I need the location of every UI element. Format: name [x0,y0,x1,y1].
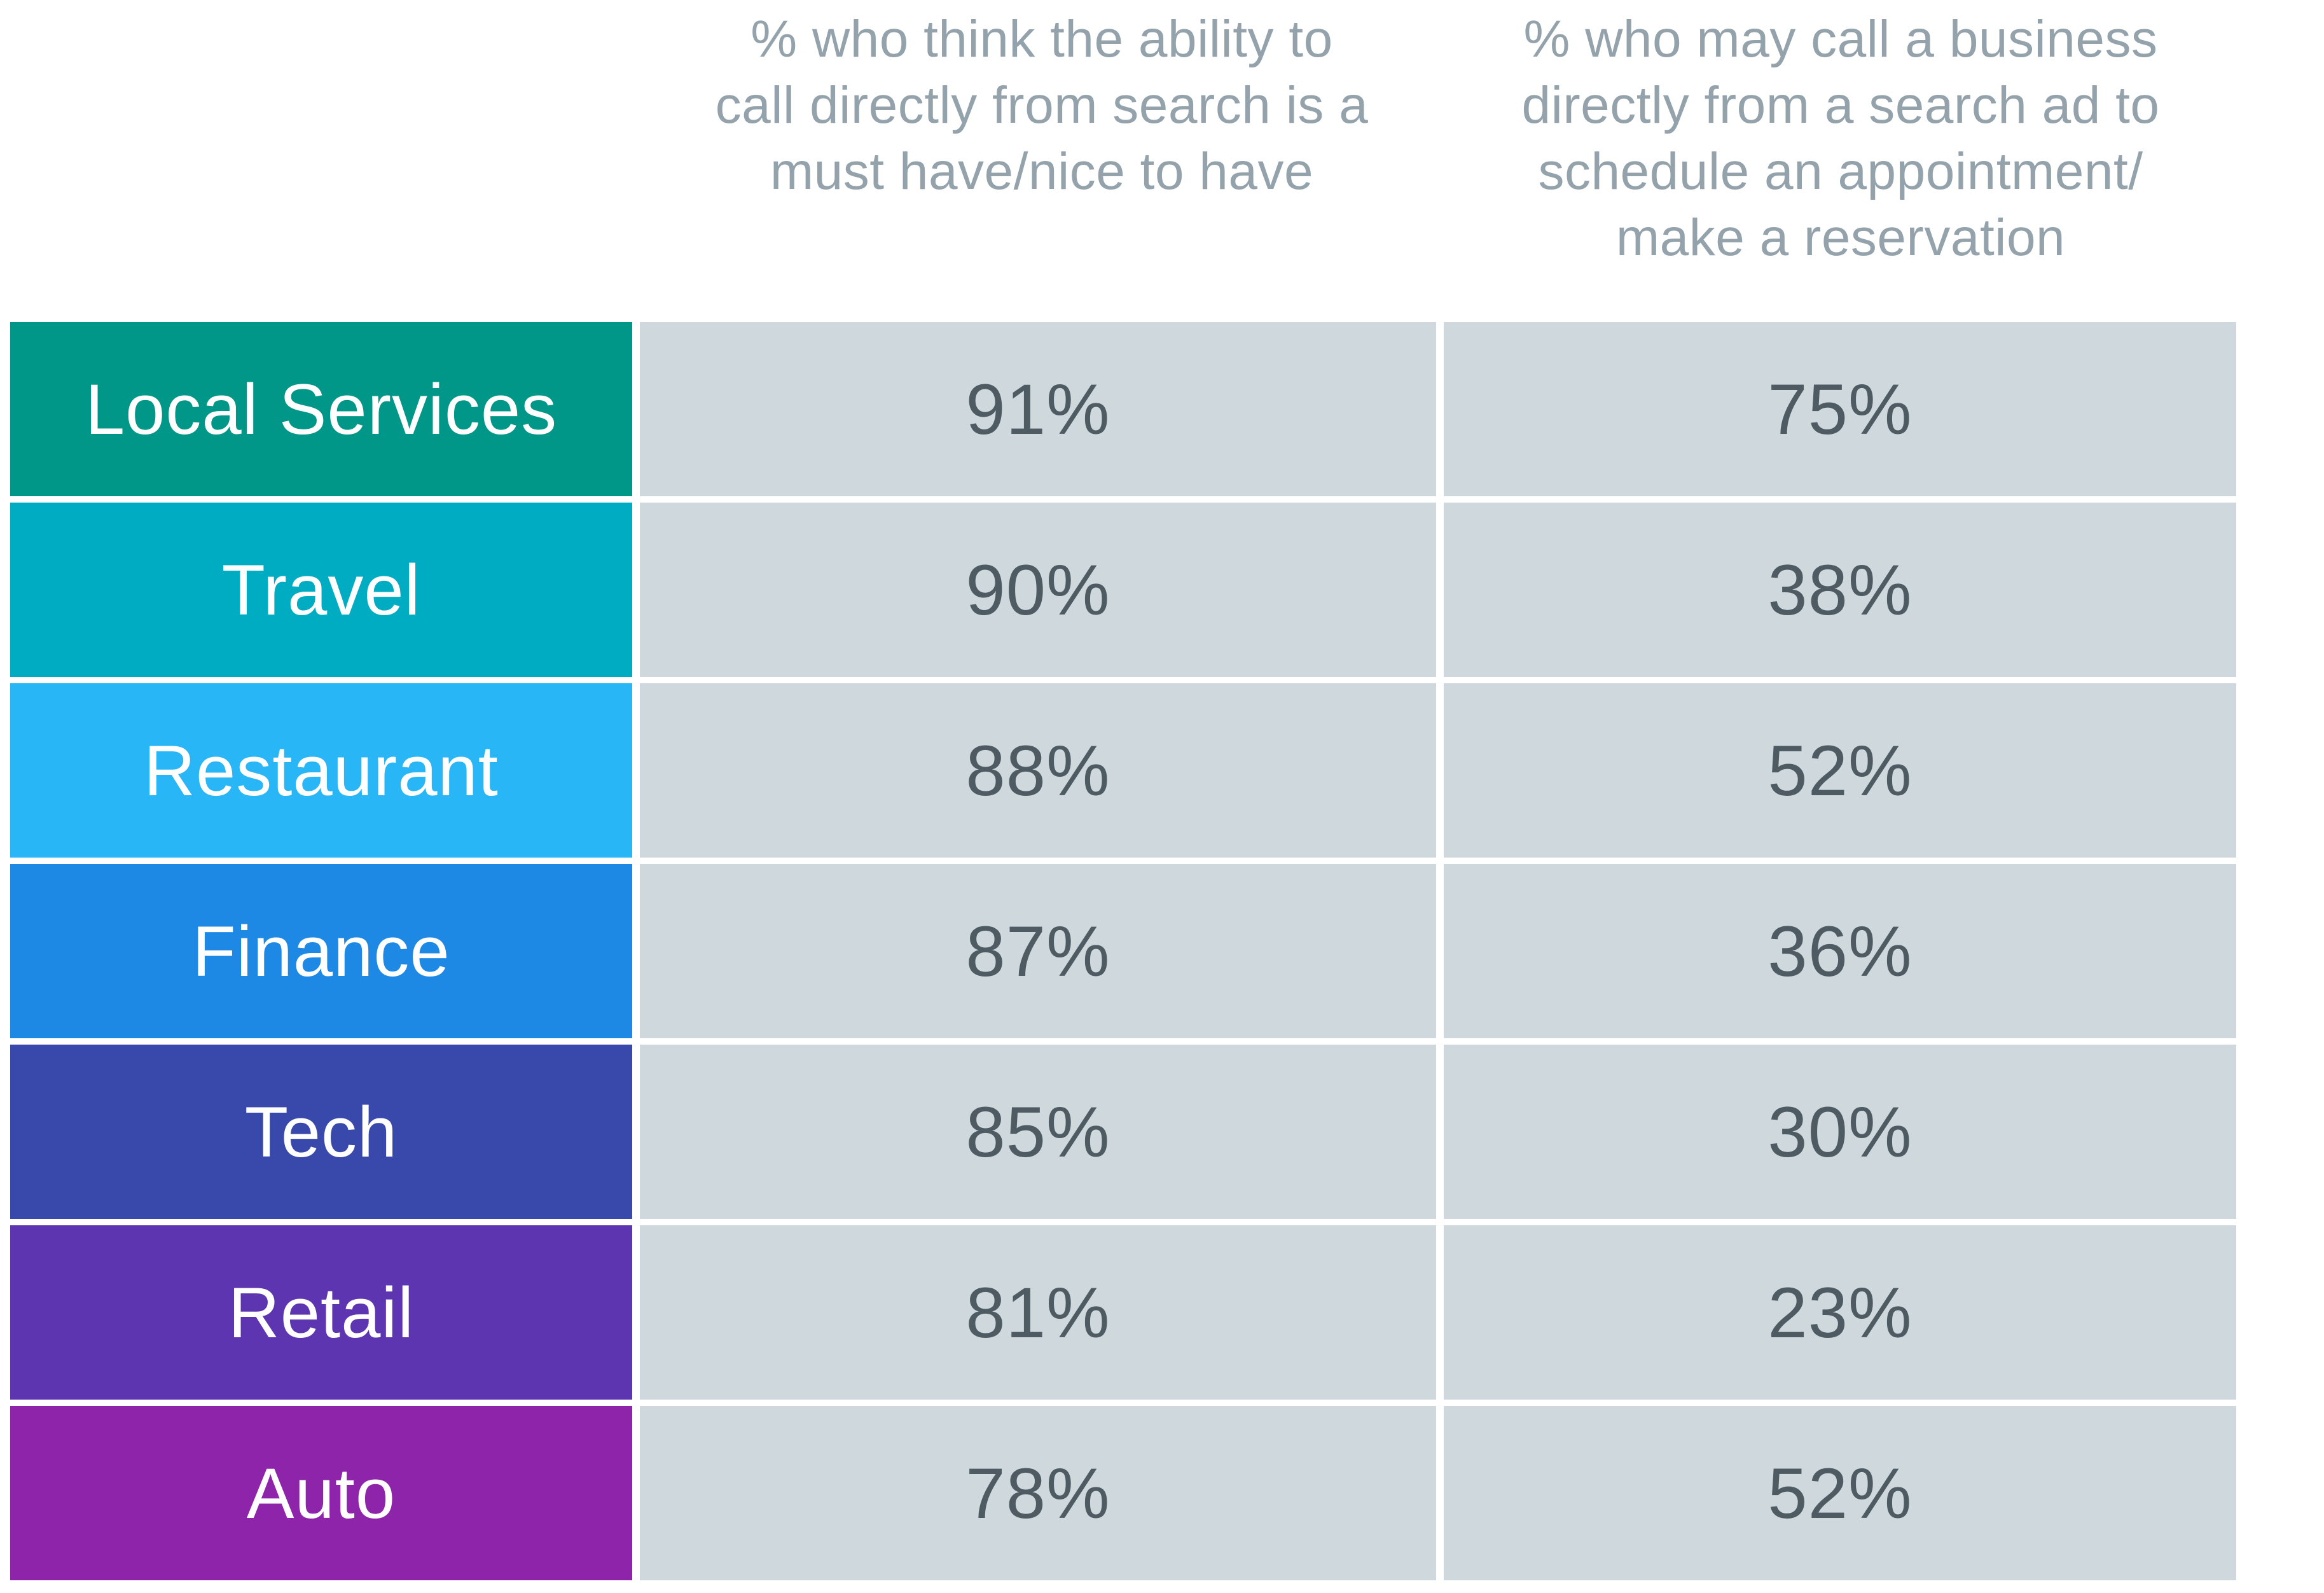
column-header-line: % who think the ability to [750,10,1333,68]
table-row: Finance 87% 36% [10,864,2236,1038]
table-row: Restaurant 88% 52% [10,683,2236,858]
table-row: Tech 85% 30% [10,1045,2236,1219]
value-call-from-search: 87% [640,864,1436,1038]
table-row: Travel 90% 38% [10,503,2236,677]
value-call-to-schedule: 36% [1444,864,2236,1038]
data-table: Local Services 91% 75% Travel 90% 38% Restaura… [10,322,2236,1587]
value-call-to-schedule: 52% [1444,683,2236,858]
value-call-to-schedule: 75% [1444,322,2236,496]
value-call-from-search: 91% [640,322,1436,496]
column-header-line: directly from a search ad to [1521,76,2160,134]
value-call-from-search: 90% [640,503,1436,677]
category-label: Retail [10,1225,632,1400]
category-label: Tech [10,1045,632,1219]
table-row: Local Services 91% 75% [10,322,2236,496]
value-call-to-schedule: 30% [1444,1045,2236,1219]
category-label: Restaurant [10,683,632,858]
category-label: Local Services [10,322,632,496]
value-call-from-search: 78% [640,1406,1436,1580]
column-header-line: schedule an appointment/ [1538,143,2143,200]
value-call-from-search: 81% [640,1225,1436,1400]
value-call-to-schedule: 23% [1444,1225,2236,1400]
column-header-line: make a reservation [1615,209,2066,267]
value-call-to-schedule: 38% [1444,503,2236,677]
column-header-line: call directly from search is a [715,76,1369,134]
category-label: Auto [10,1406,632,1580]
table-row: Retail 81% 23% [10,1225,2236,1400]
column-header-line: must have/nice to have [770,143,1314,200]
value-call-from-search: 88% [640,683,1436,858]
value-call-to-schedule: 52% [1444,1406,2236,1580]
table-row: Auto 78% 52% [10,1406,2236,1580]
category-label: Travel [10,503,632,677]
value-call-from-search: 85% [640,1045,1436,1219]
column-header-call-to-schedule: % who may call a business directly from … [1440,6,2241,271]
category-label: Finance [10,864,632,1038]
column-header-line: % who may call a business [1523,10,2158,68]
column-header-call-from-search: % who think the ability to call directly… [641,6,1442,205]
